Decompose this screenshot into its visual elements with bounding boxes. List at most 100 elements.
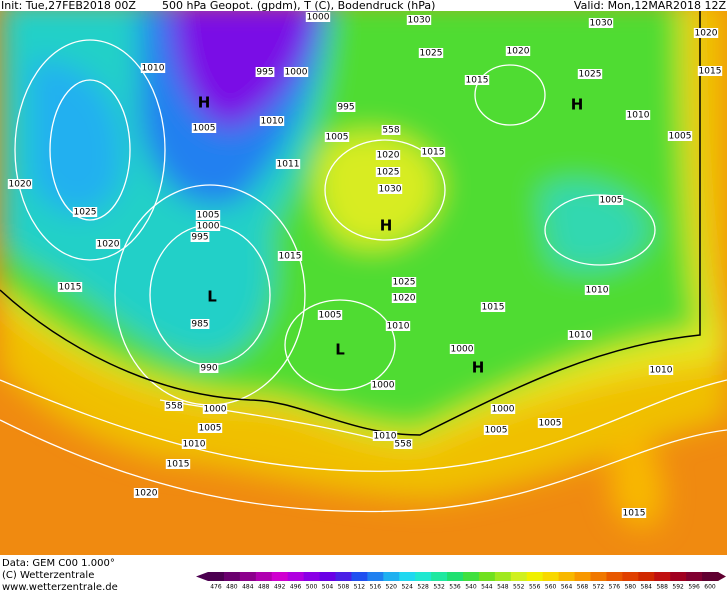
isobar-label: 1000 [307, 13, 330, 23]
colorbar-swatch [463, 572, 480, 581]
isobar-label: 558 [165, 402, 182, 412]
colorbar-label: 500 [306, 584, 318, 591]
isobar-label-box [336, 102, 356, 112]
isobar-label-box [133, 488, 159, 498]
isobar-label-box [140, 63, 166, 73]
copyright: (C) Wetterzentrale [2, 570, 94, 581]
isobar-label-box [191, 123, 217, 133]
isobar-label-box [598, 195, 624, 205]
colorbar-label: 552 [513, 584, 525, 591]
colorbar-swatch [590, 572, 607, 581]
colorbar-label: 560 [545, 584, 557, 591]
isobar-label-box [72, 207, 98, 217]
isobar-label: 990 [200, 364, 217, 374]
isobar-label-box [165, 459, 191, 469]
colorbar-label: 584 [641, 584, 653, 591]
colorbar-label: 480 [226, 584, 238, 591]
isobar-label-box [377, 184, 403, 194]
colorbar-swatch [319, 572, 336, 581]
isobar-label-box [391, 277, 417, 287]
colorbar-label: 572 [593, 584, 605, 591]
isobar-label: 1010 [627, 111, 650, 121]
isobar-label: 1000 [204, 405, 227, 415]
colorbar-swatch [351, 572, 368, 581]
isobar-label-box [625, 110, 651, 120]
isobar-label: 1010 [261, 117, 284, 127]
isobar-label-box [385, 321, 411, 331]
isobar-label: 1020 [507, 47, 530, 57]
colorbar-label: 504 [322, 584, 334, 591]
colorbar-label: 512 [354, 584, 366, 591]
isobar-label-box [393, 439, 413, 449]
isobar-label-box [195, 221, 221, 231]
map-title: 500 hPa Geopot. (gpdm), T (C), Bodendruc… [162, 0, 435, 12]
colorbar-swatch [638, 572, 655, 581]
colorbar-label: 556 [529, 584, 541, 591]
colorbar-swatch [431, 572, 448, 581]
isobar-label: 1015 [623, 509, 646, 519]
colorbar-label: 564 [561, 584, 573, 591]
isobar-label-box [255, 67, 275, 77]
isobar-label: 1000 [451, 345, 474, 355]
colorbar-swatch [399, 572, 416, 581]
colorbar-swatch [255, 572, 273, 581]
isobar-label-box [483, 425, 509, 435]
isobar-label: 995 [256, 68, 273, 78]
colorbar-end [718, 572, 726, 581]
isobar-label-box [370, 380, 396, 390]
colorbar-swatch [606, 572, 623, 581]
isobar-label: 1030 [379, 185, 402, 195]
isobar-label-box [391, 293, 417, 303]
isobar-label: 995 [191, 233, 208, 243]
isobar-label-box [584, 285, 610, 295]
colorbar-swatch [335, 572, 352, 581]
isobar-label-box [7, 179, 33, 189]
colorbar-label: 536 [449, 584, 461, 591]
isobar-label-box [197, 423, 223, 433]
isobar-label: 1015 [167, 460, 190, 470]
colorbar-label: 524 [401, 584, 413, 591]
isobar-label: 1015 [422, 148, 445, 158]
colorbar-swatch [415, 572, 432, 581]
pressure-center: H [380, 217, 393, 235]
isobar-label-box [693, 28, 719, 38]
isobar-label-box [275, 159, 301, 169]
isobar-label: 1030 [408, 16, 431, 26]
colorbar-swatch [287, 572, 305, 581]
isobar-label: 1005 [669, 132, 692, 142]
colorbar-swatch [542, 572, 560, 581]
isobar-label-box [577, 69, 603, 79]
isobar-label-box [420, 147, 446, 157]
isobar-label: 1020 [393, 294, 416, 304]
isobar-label-box [567, 330, 593, 340]
pressure-center: L [207, 288, 217, 306]
contour-558 [0, 0, 701, 436]
isobar-label-box [283, 67, 309, 77]
colorbar-label: 576 [609, 584, 621, 591]
pressure-center: H [571, 96, 584, 114]
header-bar [0, 0, 727, 11]
isobar-label-box [95, 239, 121, 249]
colorbar-label: 568 [577, 584, 589, 591]
colorbar-label: 508 [338, 584, 350, 591]
isobar-label: 1000 [285, 68, 308, 78]
colorbar-swatch [510, 572, 528, 581]
colorbar-swatch [239, 572, 257, 581]
isobar-label-box [317, 310, 343, 320]
isobar-label: 1005 [539, 419, 562, 429]
isobar-label-box [418, 48, 444, 58]
pressure-center: L [335, 341, 345, 359]
isobar-label: 1015 [482, 303, 505, 313]
colorbar-label: 588 [656, 584, 668, 591]
colorbar-label: 492 [274, 584, 286, 591]
colorbar: 476 480 484 488 492 496 500 504 508 512 516 520 524 5… [196, 572, 726, 591]
colorbar-label: 488 [258, 584, 270, 591]
isobar-label-box [621, 508, 647, 518]
colorbar-swatch [526, 572, 544, 581]
isobar-label-box [305, 12, 331, 22]
colorbar-label: 484 [242, 584, 254, 591]
isobar-label: 1010 [650, 366, 673, 376]
isobar-label-box [164, 401, 184, 411]
data-source: Data: GEM C00 1.000° [2, 558, 115, 569]
isobar-label: 1025 [377, 168, 400, 178]
